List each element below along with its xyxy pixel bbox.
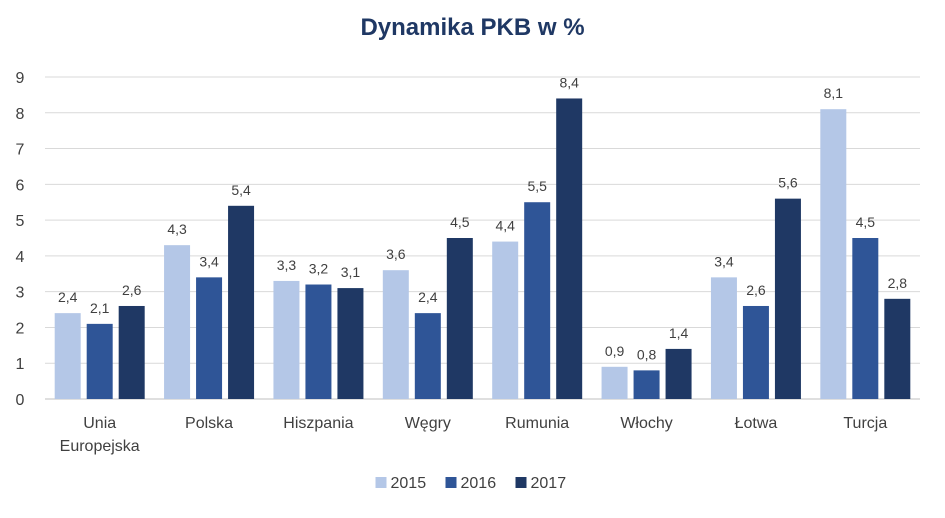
data-label: 5,4 <box>231 182 251 198</box>
data-label: 2,4 <box>418 289 438 305</box>
bar <box>86 323 113 399</box>
legend-label: 2015 <box>391 475 427 492</box>
legend-swatch <box>445 477 457 488</box>
data-label: 3,4 <box>714 253 734 269</box>
data-label: 3,4 <box>199 253 219 269</box>
y-tick-label: 0 <box>16 392 25 409</box>
data-label: 3,2 <box>309 261 329 277</box>
data-label: 8,4 <box>559 74 579 90</box>
data-label: 0,8 <box>637 346 657 362</box>
y-tick-label: 2 <box>16 320 25 337</box>
bar <box>492 241 519 399</box>
data-label: 2,4 <box>58 289 78 305</box>
y-tick-label: 7 <box>16 142 25 159</box>
bar <box>884 298 911 399</box>
legend-label: 2017 <box>531 475 567 492</box>
data-label: 3,1 <box>341 264 361 280</box>
data-label: 2,6 <box>746 282 766 298</box>
y-tick-label: 9 <box>16 70 25 87</box>
x-category-label: Łotwa <box>735 415 778 432</box>
bar <box>228 205 255 399</box>
y-tick-label: 3 <box>16 285 25 302</box>
data-label: 4,4 <box>495 218 515 234</box>
data-label: 1,4 <box>669 325 689 341</box>
data-label: 0,9 <box>605 343 625 359</box>
y-tick-label: 6 <box>16 177 25 194</box>
legend-swatch <box>515 477 527 488</box>
bar <box>54 313 81 399</box>
x-category-label: Hiszpania <box>283 415 353 432</box>
bar <box>820 109 847 399</box>
bar <box>446 238 473 399</box>
data-label: 2,8 <box>888 275 908 291</box>
x-category-label: Europejska <box>60 438 140 455</box>
data-label: 2,1 <box>90 300 110 316</box>
data-label: 8,1 <box>824 85 844 101</box>
x-category-label: Włochy <box>620 415 672 432</box>
bar <box>710 277 737 399</box>
data-label: 3,3 <box>277 257 297 273</box>
bar <box>414 313 441 399</box>
bar <box>196 277 223 399</box>
data-label: 3,6 <box>386 246 406 262</box>
data-label: 5,5 <box>527 178 547 194</box>
x-category-label: Węgry <box>405 415 451 432</box>
chart-title: Dynamika PKB w % <box>360 14 585 41</box>
y-tick-label: 5 <box>16 213 25 230</box>
legend-label: 2016 <box>461 475 497 492</box>
bar <box>601 366 628 399</box>
data-label: 4,3 <box>167 221 187 237</box>
bar <box>556 98 583 399</box>
y-tick-label: 4 <box>16 249 25 266</box>
x-category-label: Rumunia <box>505 415 569 432</box>
y-tick-label: 8 <box>16 106 25 123</box>
bar <box>382 270 409 399</box>
data-label: 4,5 <box>856 214 876 230</box>
legend-swatch <box>375 477 387 488</box>
bar <box>164 245 191 399</box>
bar <box>633 370 660 399</box>
bar <box>273 280 300 399</box>
bar <box>524 202 551 399</box>
bar <box>852 238 879 399</box>
x-category-label: Unia <box>83 415 116 432</box>
x-category-label: Turcja <box>843 415 887 432</box>
y-tick-label: 1 <box>16 356 25 373</box>
data-label: 5,6 <box>778 175 798 191</box>
bar <box>305 284 332 399</box>
data-label: 2,6 <box>122 282 142 298</box>
x-category-label: Polska <box>185 415 233 432</box>
bar <box>118 305 145 399</box>
data-label: 4,5 <box>450 214 470 230</box>
bar <box>665 348 692 399</box>
bar <box>337 288 364 399</box>
bar <box>774 198 801 399</box>
bar <box>742 305 769 399</box>
